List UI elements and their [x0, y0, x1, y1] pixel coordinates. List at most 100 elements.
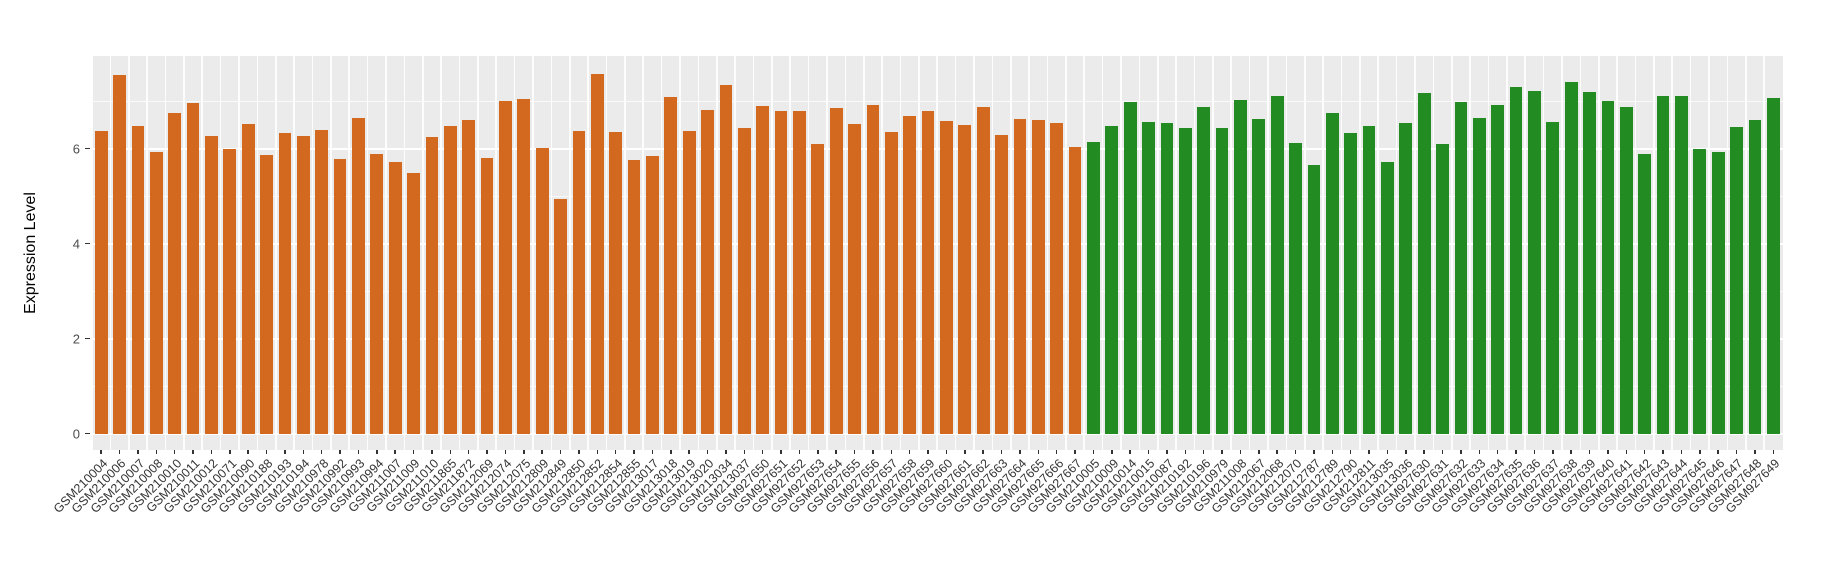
bar-GSM213035 [1381, 161, 1394, 434]
bar-slot: GSM213020 [657, 56, 717, 516]
bar-slot: GSM927642 [1594, 56, 1654, 516]
bar-GSM213019 [682, 130, 696, 434]
bar-GSM927646 [1711, 151, 1725, 434]
bar-GSM210015 [1142, 121, 1155, 434]
bar-slot: GSM212075 [473, 56, 533, 516]
bar-GSM210005 [1087, 142, 1100, 434]
bar-slot: GSM210994 [326, 56, 386, 516]
bar-slot: GSM927651 [731, 56, 790, 516]
bar-GSM927665 [1031, 120, 1045, 434]
bar-slot: GSM211009 [364, 56, 423, 515]
y-tick-label: 4 [72, 236, 80, 251]
bar-GSM927660 [940, 120, 953, 434]
bar-slot: GSM210992 [290, 56, 349, 516]
bar-slot: GSM927637 [1502, 56, 1562, 516]
bar-slot: GSM927650 [712, 56, 772, 516]
bar-GSM927658 [903, 116, 917, 434]
bar-slot: GSM212852 [547, 56, 607, 516]
bar-GSM210090 [241, 123, 255, 434]
bar-slot: GSM212850 [529, 56, 588, 516]
bar-slot: GSM927653 [767, 56, 827, 516]
bar-slot: GSM213035 [1337, 56, 1397, 516]
bar-GSM927653 [811, 143, 825, 434]
bar-GSM927641 [1619, 106, 1633, 434]
bar-GSM213017 [646, 156, 659, 434]
bar-GSM212852 [590, 74, 604, 434]
bar-GSM210014 [1123, 102, 1137, 434]
bar-GSM927664 [1013, 118, 1027, 434]
bar-slot: GSM213036 [1355, 56, 1415, 516]
plot-panel: GSM210004 GSM210006 GSM210007 GSM210008 GSM2… [51, 56, 1783, 516]
bar-GSM210994 [370, 153, 384, 434]
bar-slot: GSM211008 [1191, 56, 1250, 515]
bar-GSM212075 [517, 99, 531, 434]
bar-GSM210979 [1215, 128, 1229, 434]
bar-GSM927649 [1766, 97, 1780, 434]
bar-GSM210009 [1105, 125, 1119, 434]
y-axis-tick [85, 432, 90, 435]
bar-GSM927647 [1730, 126, 1743, 434]
bar-GSM213034 [719, 84, 733, 434]
bar-GSM927635 [1509, 87, 1523, 434]
bar-slot: GSM210009 [1061, 56, 1121, 516]
bar-GSM927644 [1675, 95, 1688, 434]
bar-GSM212790 [1344, 132, 1358, 434]
bar-slot: GSM927633 [1429, 56, 1489, 516]
bar-GSM927632 [1454, 102, 1468, 434]
bar-GSM927636 [1528, 91, 1541, 434]
bar-slot: GSM210006 [69, 56, 129, 516]
bar-slot: GSM212074 [455, 56, 515, 516]
bar-GSM210007 [131, 125, 145, 434]
bar-slot: GSM210090 [198, 56, 257, 516]
bar-slot: GSM213034 [676, 56, 735, 516]
bar-slot: GSM927652 [749, 56, 809, 516]
bar-GSM212067 [1252, 119, 1266, 434]
bar-slot: GSM927667 [1025, 56, 1084, 516]
bar-GSM213018 [664, 96, 678, 434]
bar-slot: GSM210004 [51, 56, 110, 516]
bar-slot: GSM927635 [1466, 56, 1525, 516]
bar-GSM211872 [462, 120, 476, 434]
bar-GSM212809 [535, 147, 549, 434]
bar-slot: GSM210011 [143, 56, 202, 515]
bar-slot: GSM927632 [1411, 56, 1470, 516]
bar-slot: GSM213018 [620, 56, 680, 516]
bar-slot: GSM213019 [639, 56, 698, 516]
bar-slot: GSM211007 [346, 56, 404, 515]
bar-GSM210992 [333, 159, 347, 434]
bar-GSM927663 [995, 135, 1008, 434]
bar-GSM927643 [1656, 95, 1670, 434]
bar-GSM211008 [1234, 100, 1247, 434]
bar-GSM211009 [407, 173, 420, 434]
bar-GSM212068 [1270, 95, 1284, 434]
bar-GSM210008 [149, 151, 163, 434]
bar-GSM212787 [1307, 165, 1321, 434]
bar-slot: GSM212068 [1227, 56, 1286, 516]
y-axis-tick [85, 147, 90, 150]
bar-GSM927637 [1546, 121, 1560, 434]
bar-slot: GSM927634 [1447, 56, 1507, 516]
bar-slot: GSM927643 [1613, 56, 1672, 516]
bar-GSM927652 [793, 110, 806, 434]
bar-slot: GSM210196 [1153, 56, 1213, 516]
bar-slot: GSM211010 [382, 56, 441, 515]
bar-GSM212855 [627, 159, 641, 434]
bar-GSM210192 [1178, 127, 1192, 434]
bar-GSM212070 [1289, 142, 1302, 434]
bar-slot: GSM927645 [1649, 56, 1709, 516]
bar-slot: GSM210194 [253, 56, 313, 516]
bar-slot: GSM212069 [437, 56, 496, 516]
bar-slot: GSM212787 [1264, 56, 1323, 516]
bar-slot: GSM210012 [161, 56, 221, 516]
y-axis-tick [85, 242, 90, 245]
bar-GSM210993 [352, 118, 365, 434]
bar-slot: GSM210014 [1080, 56, 1139, 516]
bar-slot: GSM927638 [1521, 56, 1580, 516]
bar-GSM927642 [1638, 153, 1652, 434]
bar-GSM210012 [205, 135, 218, 434]
bar-GSM210193 [278, 132, 292, 434]
bar-slot: GSM212070 [1245, 56, 1305, 516]
bar-GSM210006 [113, 74, 126, 434]
bar-slot: GSM927659 [878, 56, 937, 516]
bar-slot: GSM927647 [1686, 56, 1746, 516]
